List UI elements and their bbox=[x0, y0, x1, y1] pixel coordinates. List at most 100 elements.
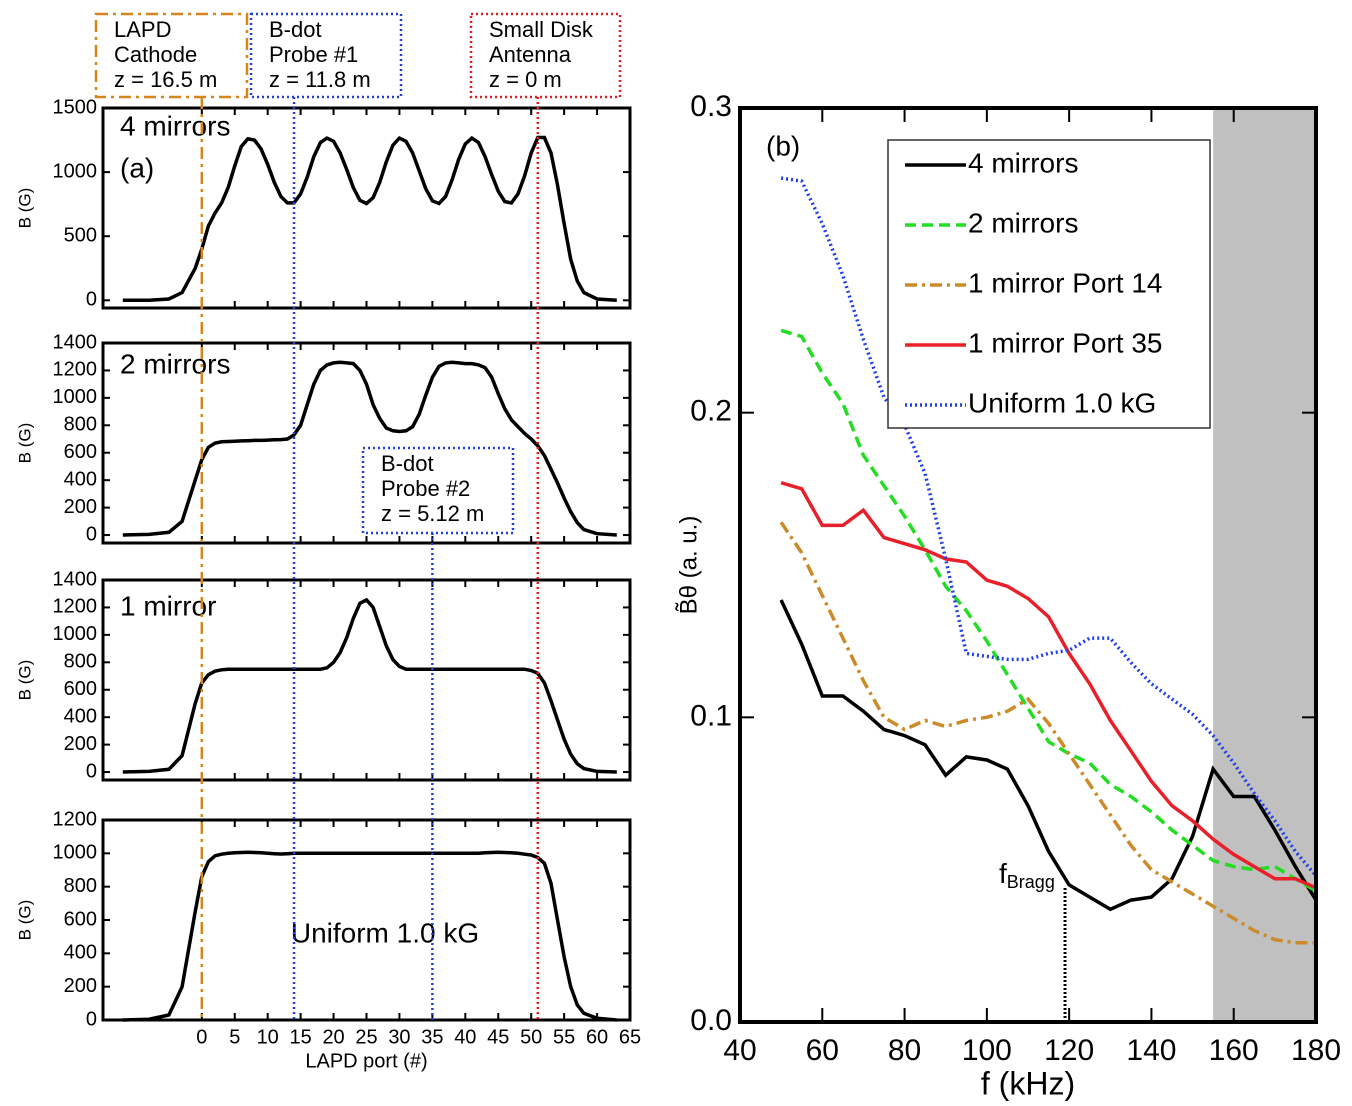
annotation-text: z = 16.5 m bbox=[114, 67, 217, 92]
x-tick-label: 180 bbox=[1291, 1034, 1341, 1067]
y-tick-label: 600 bbox=[64, 441, 97, 463]
legend-label: 4 mirrors bbox=[968, 147, 1078, 178]
y-tick-label: 0.1 bbox=[690, 699, 732, 732]
x-tick-label: 0 bbox=[196, 1026, 207, 1048]
annotation-text: B-dot bbox=[381, 451, 434, 476]
x-tick-label: 35 bbox=[421, 1026, 443, 1048]
x-axis-label: LAPD port (#) bbox=[305, 1050, 427, 1072]
plot-frame bbox=[101, 106, 632, 310]
x-tick-label: 100 bbox=[962, 1034, 1012, 1067]
x-tick-label: 10 bbox=[257, 1026, 279, 1048]
y-tick-label: 1400 bbox=[53, 568, 98, 590]
plot-frame bbox=[738, 106, 1318, 1024]
legend-label: 1 mirror Port 35 bbox=[968, 327, 1163, 358]
annotation-box bbox=[469, 12, 622, 99]
annotation-text: Small Disk bbox=[489, 17, 594, 42]
x-tick-label: 80 bbox=[888, 1034, 921, 1067]
y-tick-label: 200 bbox=[64, 975, 97, 997]
y-tick-label: 0.3 bbox=[690, 90, 732, 123]
annotation-text: Probe #1 bbox=[269, 42, 358, 67]
panel-title: 4 mirrors bbox=[120, 110, 230, 141]
y-tick-label: 0 bbox=[86, 760, 97, 782]
data-line bbox=[122, 597, 617, 774]
y-tick-label: 0 bbox=[86, 523, 97, 545]
panel-title: 1 mirror bbox=[120, 590, 216, 621]
y-tick-label: 200 bbox=[64, 496, 97, 518]
x-tick-label: 50 bbox=[520, 1026, 542, 1048]
y-tick-label: 500 bbox=[64, 224, 97, 246]
x-tick-label: 55 bbox=[553, 1026, 575, 1048]
x-tick-label: 25 bbox=[355, 1026, 377, 1048]
x-tick-label: 65 bbox=[619, 1026, 641, 1048]
legend-label: 1 mirror Port 14 bbox=[968, 267, 1163, 298]
y-tick-label: 1500 bbox=[53, 96, 98, 118]
annotation-text: LAPD bbox=[114, 17, 171, 42]
x-tick-label: 30 bbox=[388, 1026, 410, 1048]
legend-label: Uniform 1.0 kG bbox=[968, 387, 1156, 418]
x-tick-label: 60 bbox=[806, 1034, 839, 1067]
annotation-text: B-dot bbox=[269, 17, 322, 42]
data-line bbox=[122, 360, 617, 537]
x-tick-label: 15 bbox=[290, 1026, 312, 1048]
annotation-box bbox=[94, 12, 249, 99]
y-tick-label: 0.0 bbox=[690, 1004, 732, 1037]
y-axis-label: B̃θ (a. u.) bbox=[675, 516, 702, 615]
plot-frame bbox=[101, 818, 632, 1022]
x-tick-label: 40 bbox=[454, 1026, 476, 1048]
x-tick-label: 140 bbox=[1126, 1034, 1176, 1067]
y-tick-label: 0.2 bbox=[690, 395, 732, 428]
y-tick-label: 0 bbox=[86, 289, 97, 311]
y-tick-label: 1000 bbox=[53, 842, 98, 864]
x-tick-label: 40 bbox=[723, 1034, 756, 1067]
y-tick-label: 200 bbox=[64, 733, 97, 755]
x-tick-label: 20 bbox=[322, 1026, 344, 1048]
y-axis-label: B (G) bbox=[15, 423, 34, 464]
data-line bbox=[780, 328, 1317, 893]
y-tick-label: 800 bbox=[64, 875, 97, 897]
data-line bbox=[122, 850, 617, 1022]
x-tick-label: 5 bbox=[229, 1026, 240, 1048]
y-tick-label: 600 bbox=[64, 678, 97, 700]
y-tick-label: 800 bbox=[64, 651, 97, 673]
x-axis-label: f (kHz) bbox=[981, 1065, 1075, 1101]
annotation-box bbox=[249, 12, 403, 99]
y-tick-label: 1200 bbox=[53, 359, 98, 381]
y-tick-label: 800 bbox=[64, 414, 97, 436]
data-line bbox=[780, 176, 1318, 877]
x-tick-label: 160 bbox=[1209, 1034, 1259, 1067]
panel-label: (a) bbox=[120, 152, 154, 183]
y-tick-label: 400 bbox=[64, 705, 97, 727]
plot-frame bbox=[101, 341, 632, 545]
annotation-main: f bbox=[999, 858, 1007, 889]
y-tick-label: 400 bbox=[64, 468, 97, 490]
data-line bbox=[779, 599, 1318, 912]
y-tick-label: 1000 bbox=[53, 160, 98, 182]
y-tick-label: 600 bbox=[64, 908, 97, 930]
y-tick-label: 1200 bbox=[53, 596, 98, 618]
y-axis-label: B (G) bbox=[15, 900, 34, 941]
annotation-text: Cathode bbox=[114, 42, 197, 67]
annotation-box bbox=[361, 446, 515, 535]
y-tick-label: 1200 bbox=[53, 808, 98, 830]
y-tick-label: 1000 bbox=[53, 386, 98, 408]
data-line bbox=[122, 135, 617, 303]
panel-title: 2 mirrors bbox=[120, 348, 230, 379]
annotation-text: z = 0 m bbox=[489, 67, 562, 92]
data-line bbox=[779, 521, 1316, 945]
annotation-text: z = 11.8 m bbox=[269, 67, 371, 92]
plot-frame bbox=[101, 578, 632, 782]
y-axis-label: B (G) bbox=[15, 660, 34, 701]
y-tick-label: 0 bbox=[86, 1008, 97, 1030]
data-line bbox=[780, 481, 1317, 890]
y-tick-label: 1400 bbox=[53, 331, 98, 353]
annotation-text: fBragg bbox=[999, 858, 1055, 891]
annotation-text: Antenna bbox=[489, 42, 572, 67]
panel-label: (b) bbox=[766, 130, 800, 161]
annotation-subscript: Bragg bbox=[1007, 872, 1055, 892]
x-tick-label: 60 bbox=[586, 1026, 608, 1048]
y-tick-label: 1000 bbox=[53, 623, 98, 645]
legend-label: 2 mirrors bbox=[968, 207, 1078, 238]
y-tick-label: 400 bbox=[64, 942, 97, 964]
